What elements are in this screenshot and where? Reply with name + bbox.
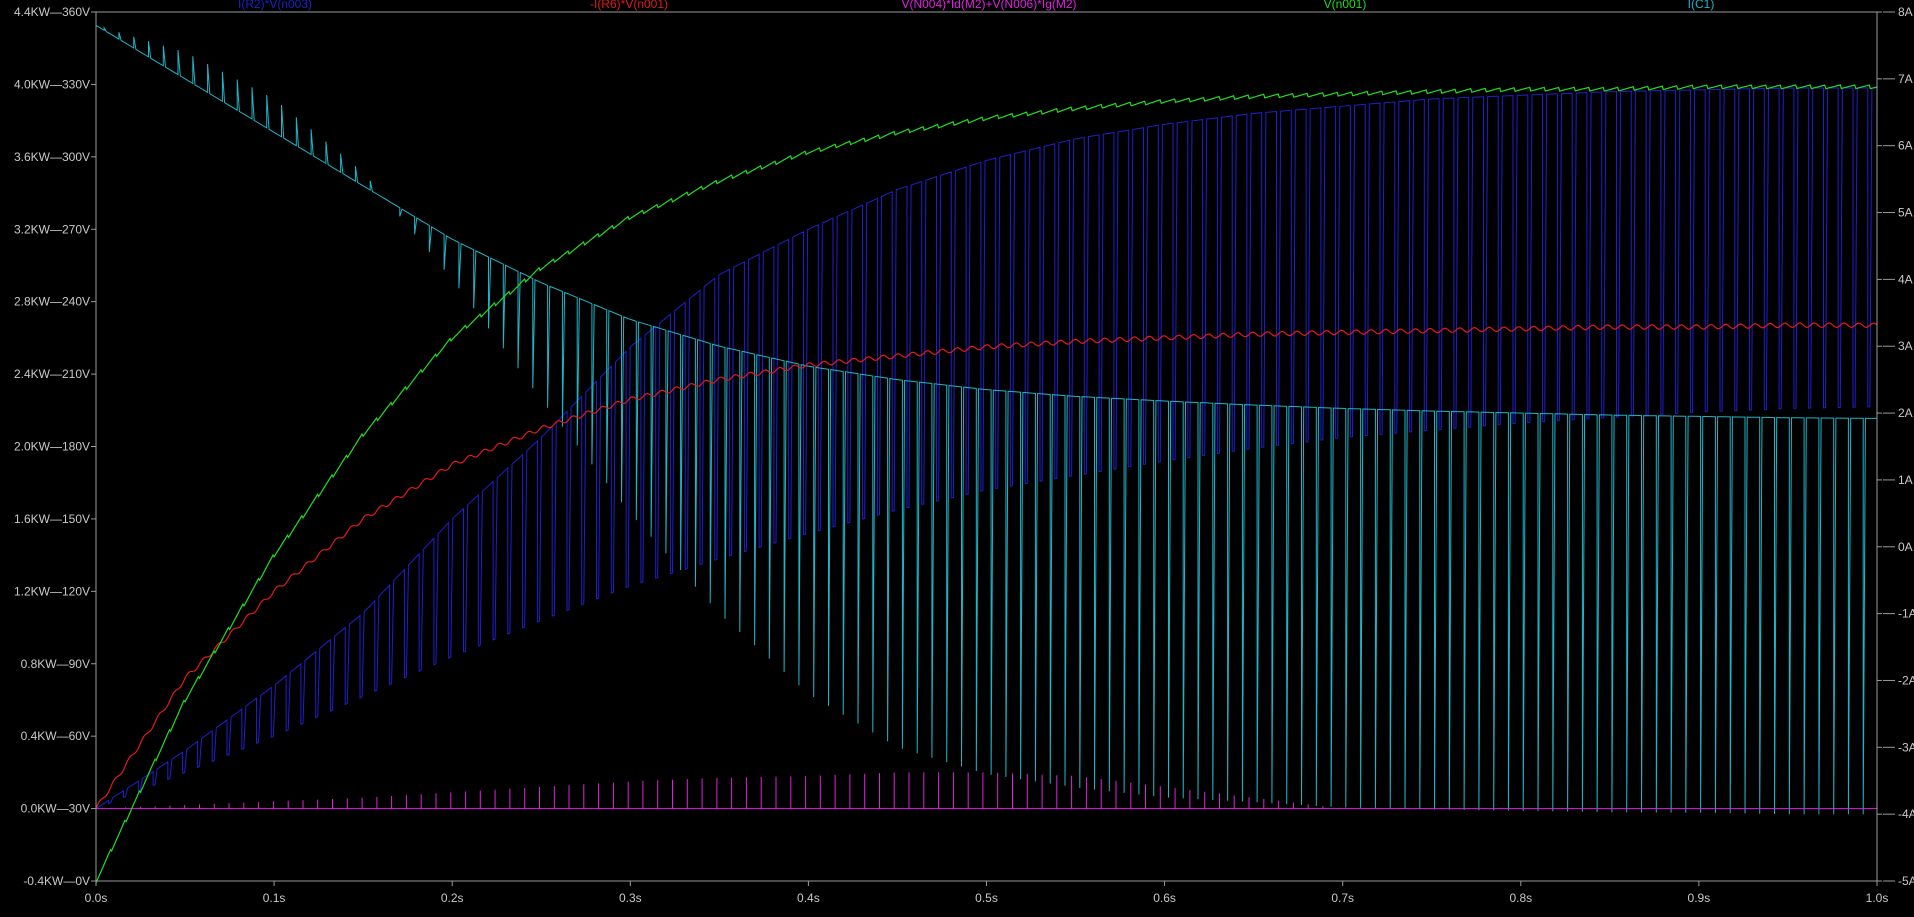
trace-label[interactable]: I(R2)*V(n003) [238,0,312,11]
right-tick-label: -4A [1898,807,1914,821]
right-tick-label: 7A [1898,72,1913,86]
right-tick-label: -3A [1898,740,1914,754]
x-tick-label: 0.8s [1509,891,1532,905]
left-tick-label: 2.8KW—240V [14,295,90,309]
left-tick-label: -0.4KW—0V [23,874,90,888]
x-tick-label: 0.6s [1153,891,1176,905]
traces-layer [95,24,1878,884]
trace-i-c1 [95,24,1878,815]
trace-label[interactable]: -I(R6)*V(n001) [590,0,668,11]
right-tick-label: -2A [1898,673,1914,687]
right-tick-label: 0A [1898,540,1913,554]
trace-labels: I(R2)*V(n003) -I(R6)*V(n001) V(N004)*Id(M2… [238,0,1714,11]
trace-label[interactable]: I(C1) [1688,0,1715,11]
left-tick-label: 1.2KW—120V [14,584,90,598]
trace-neg-i-r6-v-n001 [95,322,1878,809]
left-tick-label: 4.0KW—330V [14,77,90,91]
right-tick-label: -1A [1898,607,1914,621]
x-tick-label: 0.3s [619,891,642,905]
x-tick-label: 0.2s [441,891,464,905]
trace-label[interactable]: V(N004)*Id(M2)+V(N006)*Ig(M2) [901,0,1076,11]
x-tick-label: 1.0s [1866,891,1889,905]
left-tick-label: 0.8KW—90V [21,657,90,671]
right-tick-label: 1A [1898,473,1913,487]
left-tick-label: 2.4KW—210V [14,367,90,381]
left-tick-label: 3.2KW—270V [14,222,90,236]
x-tick-label: 0.7s [1331,891,1354,905]
right-tick-label: 8A [1898,5,1913,19]
left-tick-label: 0.4KW—60V [21,729,90,743]
left-tick-label: 0.0KW—30V [21,802,90,816]
trace-i-r2-v-n003 [95,87,1878,810]
trace-m2-power [96,772,1877,810]
right-tick-label: 5A [1898,206,1913,220]
right-tick-label: -5A [1898,874,1914,888]
x-tick-label: 0.4s [797,891,820,905]
trace-label[interactable]: V(n001) [1324,0,1367,11]
x-tick-label: 0.1s [263,891,286,905]
x-tick-label: 0.5s [975,891,998,905]
x-tick-label: 0.0s [85,891,108,905]
right-tick-label: 2A [1898,406,1913,420]
right-tick-label: 3A [1898,339,1913,353]
left-tick-label: 2.0KW—180V [14,440,90,454]
axes-layer: 4.4KW—360V 4.0KW—330V 3.6KW—300V 3.2KW—270V… [14,5,1914,905]
x-tick-label: 0.9s [1688,891,1711,905]
left-tick-label: 4.4KW—360V [14,5,90,19]
trace-v-n001 [95,84,1878,884]
left-tick-label: 1.6KW—150V [14,512,90,526]
right-tick-label: 4A [1898,272,1913,286]
right-tick-label: 6A [1898,139,1913,153]
left-tick-label: 3.6KW—300V [14,150,90,164]
